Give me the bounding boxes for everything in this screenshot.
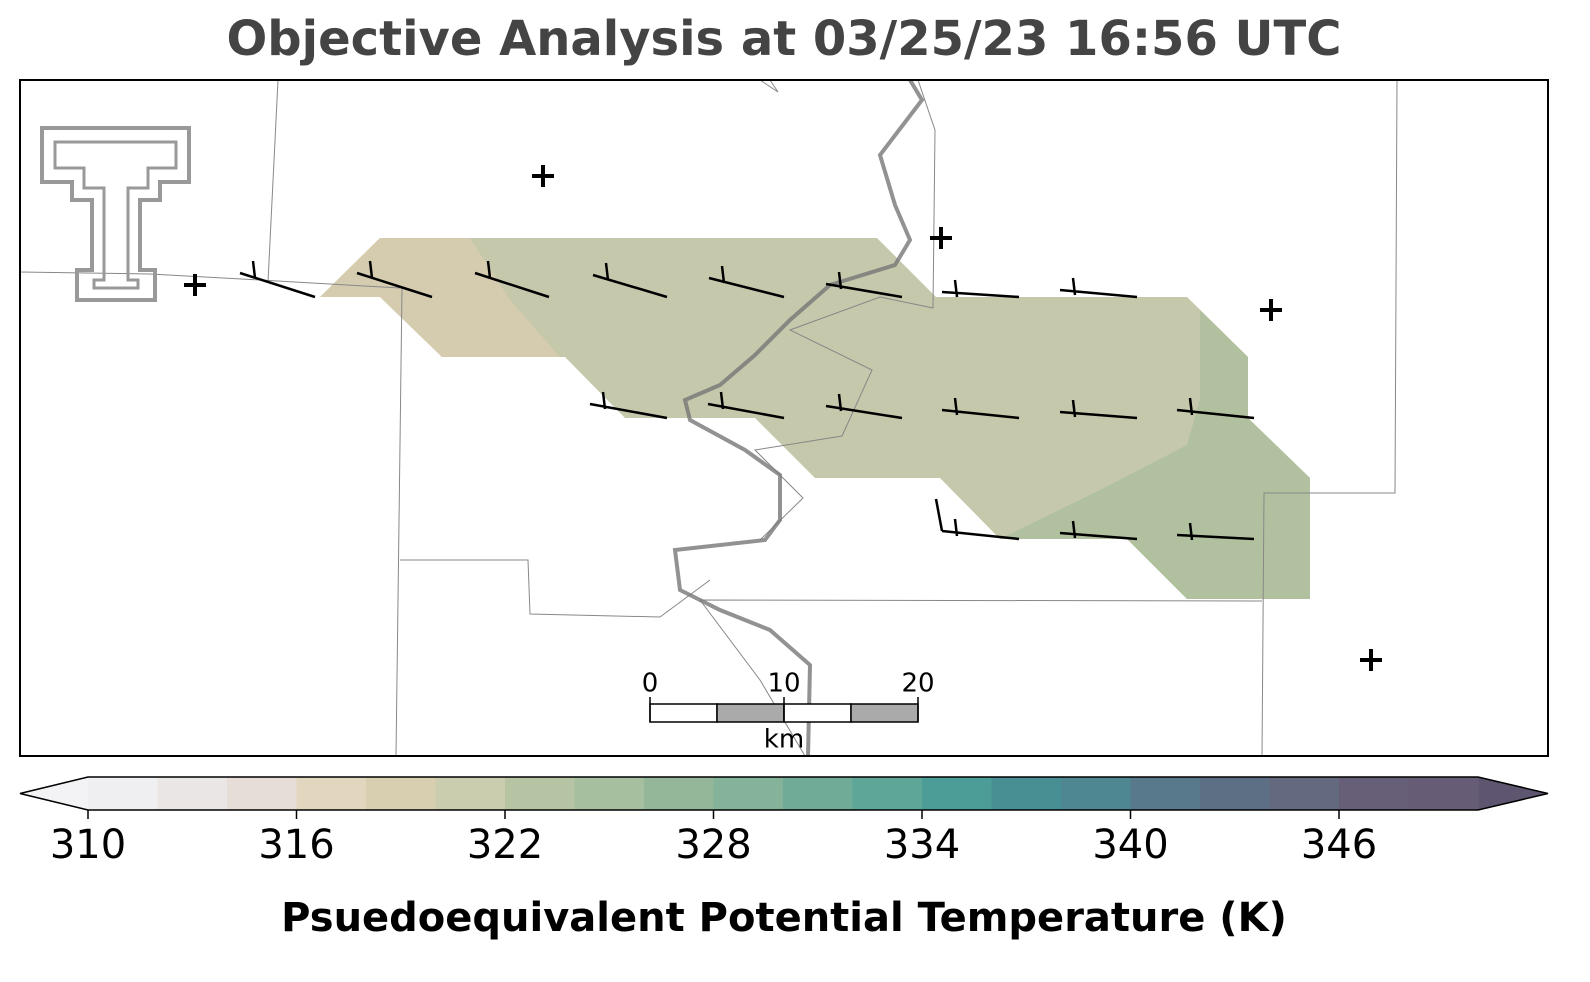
wind-barbs: [239, 260, 1255, 541]
colorbar-segment: [1339, 777, 1409, 810]
colorbar-tick-label: 328: [675, 822, 751, 868]
colorbar-segment: [227, 777, 297, 810]
colorbar-segment: [574, 777, 645, 810]
title: Objective Analysis at 03/25/23 16:56 UTC: [227, 11, 1342, 67]
wind-barb: [708, 265, 785, 299]
wind-barb: [1059, 399, 1138, 420]
wind-barb: [1059, 520, 1138, 541]
colorbar-extend-high: [1478, 777, 1548, 810]
wind-barb: [825, 393, 903, 420]
colorbar-segment: [296, 777, 367, 810]
state-line: [672, 78, 925, 757]
colorbar: 310 316 322 328 334 340 346: [19, 776, 1549, 868]
colorbar-segment: [366, 777, 436, 810]
colorbar-segment: [435, 777, 506, 810]
wind-barb: [239, 260, 316, 299]
colorbar-segment: [1200, 777, 1270, 810]
map-frame: [19, 79, 1549, 757]
colorbar-tick-label: 340: [1092, 822, 1168, 868]
scale-unit: km: [764, 725, 804, 755]
colorbar-segment: [852, 777, 923, 810]
wind-barb: [934, 498, 944, 532]
station-marker: [930, 227, 952, 249]
colorbar-segment: [1130, 777, 1201, 810]
station-marker: [1360, 649, 1382, 671]
wind-barb: [825, 271, 903, 299]
colorbar-segment: [1061, 777, 1131, 810]
colorbar-segment: [1269, 777, 1340, 810]
wind-barb: [474, 260, 550, 299]
wind-barb: [356, 260, 433, 299]
colorbar-segment: [644, 777, 714, 810]
colorbar-tick-label: 346: [1301, 822, 1377, 868]
wind-barb: [1176, 397, 1255, 420]
scale-label: 0: [642, 669, 659, 699]
shaded-region: [1000, 310, 1310, 599]
wind-barb: [1059, 277, 1138, 299]
colorbar-tick-label: 310: [50, 822, 126, 868]
scale-bar: 0 10 20 km: [642, 669, 935, 755]
wind-barb: [592, 262, 668, 299]
wind-barb: [941, 279, 1020, 299]
wind-barb: [941, 397, 1020, 420]
colorbar-segment: [505, 777, 575, 810]
station-marker: [1260, 299, 1282, 321]
colorbar-segment: [922, 777, 992, 810]
shaded-region: [320, 238, 560, 357]
county-lines: [19, 79, 1398, 757]
colorbar-label: Psuedoequivalent Potential Temperature (…: [281, 895, 1287, 941]
wind-barb: [1176, 522, 1255, 541]
scale-segment: [783, 703, 852, 723]
logo: [40, 126, 191, 302]
colorbar-segment: [1408, 777, 1479, 810]
station-markers: [184, 165, 1382, 671]
station-marker: [532, 165, 554, 187]
wind-barb: [707, 391, 785, 420]
colorbar-segment: [991, 777, 1062, 810]
station-marker: [184, 274, 206, 296]
colorbar-tick-label: 322: [467, 822, 543, 868]
colorbar-segment: [88, 777, 158, 810]
map: 0 10 20 km: [19, 78, 1549, 757]
colorbar-segment: [713, 777, 784, 810]
scale-segment: [649, 703, 718, 723]
wind-barb: [941, 518, 1020, 541]
colorbar-tick-label: 316: [258, 822, 334, 868]
scale-label: 20: [901, 669, 934, 699]
wind-barb: [589, 391, 668, 420]
colorbar-extend-low: [20, 777, 88, 810]
colorbar-segment: [157, 777, 228, 810]
scale-segment: [850, 703, 919, 723]
scale-segment: [716, 703, 785, 723]
colorbar-segment: [783, 777, 853, 810]
scale-label: 10: [767, 669, 800, 699]
colorbar-tick-label: 334: [884, 822, 960, 868]
